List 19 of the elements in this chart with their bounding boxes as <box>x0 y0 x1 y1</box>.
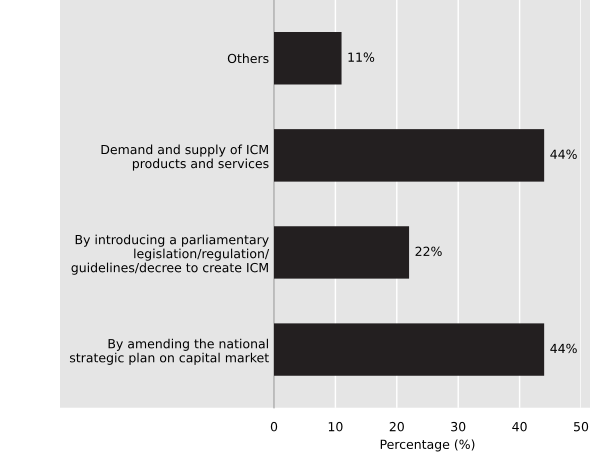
x-tick-label: 30 <box>451 422 466 432</box>
y-tick-label: Demand and supply of ICM products and services <box>102 144 269 171</box>
bar <box>274 323 544 376</box>
x-tick-label: 20 <box>390 422 404 432</box>
y-tick-label: By introducing a parliamentary legislation/regulation/ guidelines/decree to create ICM <box>72 234 270 275</box>
y-tick-label: Others <box>228 54 269 64</box>
x-tick-label: 10 <box>328 422 343 432</box>
data-label: 44% <box>550 150 577 159</box>
x-axis-title: Percentage (%) <box>380 439 474 452</box>
bar <box>274 32 342 84</box>
x-tick-label: 40 <box>512 422 527 432</box>
bar <box>274 226 410 279</box>
x-tick-label: 0 <box>270 422 278 432</box>
data-label: 11% <box>348 52 374 62</box>
data-label: 44% <box>550 344 577 354</box>
bar <box>274 129 544 182</box>
x-tick-label: 50 <box>574 422 588 432</box>
data-label: 22% <box>416 246 442 256</box>
y-tick-label: By amending the national strategic plan on capital market <box>70 338 269 365</box>
